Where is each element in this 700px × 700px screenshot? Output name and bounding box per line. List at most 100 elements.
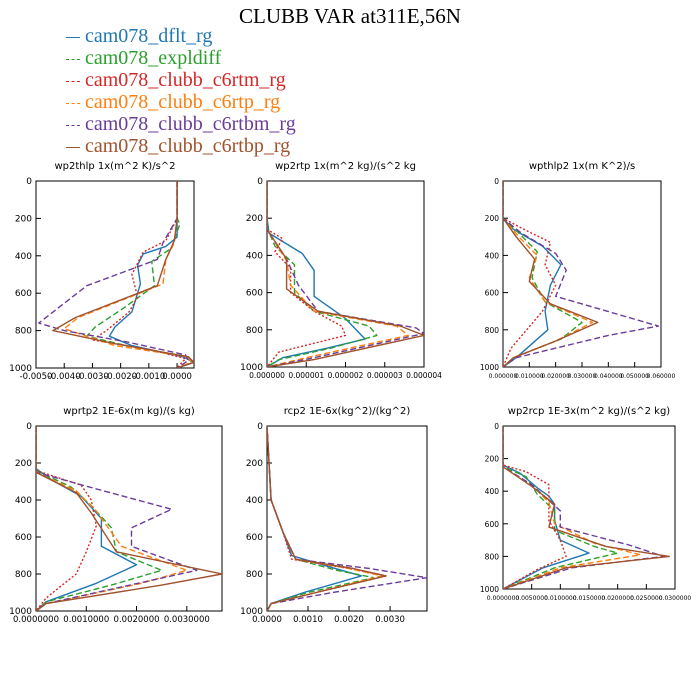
x-tick-label: 0.000001 bbox=[288, 371, 324, 380]
x-tick-label: 0.050000 bbox=[620, 373, 649, 380]
series-line bbox=[267, 181, 366, 367]
x-tick-label: 0.0010 bbox=[293, 615, 323, 625]
series-group bbox=[267, 426, 427, 611]
y-tick-label: 600 bbox=[485, 520, 500, 529]
series-group bbox=[36, 426, 222, 611]
y-tick-label: 800 bbox=[246, 326, 263, 336]
series-line bbox=[36, 426, 198, 611]
x-tick-label: 0.0010000 bbox=[63, 615, 109, 625]
y-tick-label: 200 bbox=[485, 214, 500, 223]
series-line bbox=[267, 181, 424, 367]
series-line bbox=[267, 181, 347, 367]
series-group bbox=[503, 426, 670, 589]
series-line bbox=[267, 426, 387, 611]
plot-frame bbox=[35, 425, 223, 612]
x-tick-label: 0.0200000 bbox=[601, 595, 634, 602]
series-line bbox=[503, 181, 562, 367]
legend-label: cam078_clubb_c6rtbm_rg bbox=[85, 113, 296, 135]
legend-swatch bbox=[66, 36, 80, 38]
x-tick-label: 0.0030 bbox=[375, 615, 405, 625]
x-tick-label: 0.0000000 bbox=[487, 595, 520, 602]
x-tick-label: 0.0000 bbox=[252, 615, 282, 625]
x-tick-label: 0.010000 bbox=[515, 373, 544, 380]
y-tick-label: 400 bbox=[246, 251, 263, 261]
x-tick-label: 0.030000 bbox=[568, 373, 597, 380]
x-tick-label: 0.000004 bbox=[406, 371, 442, 380]
x-tick-label: -0.0010 bbox=[132, 372, 165, 382]
legend-item: cam078_clubb_c6rtp_rg bbox=[66, 91, 296, 113]
figure-title: CLUBB VAR at311E,56N bbox=[239, 4, 461, 28]
series-line bbox=[267, 181, 378, 367]
y-tick-label: 800 bbox=[485, 326, 500, 335]
series-line bbox=[503, 426, 670, 589]
y-tick-label: 400 bbox=[15, 496, 32, 506]
x-tick-label: 0.0050000 bbox=[515, 595, 548, 602]
legend-label: cam078_dflt_rg bbox=[85, 25, 213, 47]
plot-frame bbox=[502, 425, 676, 590]
y-tick-label: 0 bbox=[494, 422, 499, 431]
y-tick-label: 1000 bbox=[240, 363, 263, 373]
chart-panel: wp2rtp 1x(m^2 kg)/(s^2 kg 0 200 400 600 800 10… bbox=[240, 161, 442, 380]
series-line bbox=[36, 426, 163, 611]
legend-swatch bbox=[66, 124, 80, 126]
x-tick-label: -0.0020 bbox=[104, 372, 137, 382]
legend-swatch bbox=[66, 102, 80, 104]
plot-frame bbox=[266, 180, 425, 368]
y-tick-label: 600 bbox=[246, 289, 263, 299]
y-tick-label: 400 bbox=[485, 487, 500, 496]
y-tick-label: 400 bbox=[246, 496, 263, 506]
legend-item: cam078_clubb_c6rtbm_rg bbox=[66, 113, 296, 135]
legend-swatch bbox=[66, 146, 80, 148]
plot-frame bbox=[502, 180, 662, 368]
y-tick-label: 800 bbox=[246, 570, 263, 580]
x-tick-label: -0.0050 bbox=[20, 372, 53, 382]
series-line bbox=[36, 426, 222, 611]
legend-swatch bbox=[66, 80, 80, 82]
series-line bbox=[108, 181, 194, 368]
x-tick-label: 0.0030000 bbox=[164, 615, 210, 625]
x-tick-label: 0.000000 bbox=[249, 371, 285, 380]
x-tick-label: 0.060000 bbox=[647, 373, 676, 380]
series-line bbox=[503, 426, 567, 589]
legend-label: cam078_clubb_c6rtbp_rg bbox=[85, 135, 291, 157]
x-tick-label: 0.000002 bbox=[328, 371, 364, 380]
legend-item: cam078_dflt_rg bbox=[66, 25, 296, 47]
legend-item: cam078_expldiff bbox=[66, 47, 296, 69]
y-tick-label: 600 bbox=[485, 289, 500, 298]
legend-item: cam078_clubb_c6rtm_rg bbox=[66, 69, 296, 91]
x-tick-label: 0.0020 bbox=[334, 615, 364, 625]
chart-panel: wp2thlp 1x(m^2 K)/s^202004006008001000-0… bbox=[9, 161, 195, 382]
y-tick-label: 200 bbox=[246, 459, 263, 469]
chart-panel: wp2rcp 1E-3x(m^2 kg)/(s^2 kg) 0 200 400 600 8… bbox=[480, 406, 691, 602]
y-tick-label: 0 bbox=[257, 177, 263, 187]
y-tick-label: 200 bbox=[15, 214, 32, 224]
x-tick-label: -0.0040 bbox=[48, 372, 81, 382]
series-line bbox=[36, 426, 188, 611]
y-tick-label: 800 bbox=[15, 327, 32, 337]
series-line bbox=[503, 426, 619, 589]
series-line bbox=[503, 181, 660, 367]
plot-frame bbox=[266, 425, 428, 612]
y-tick-label: 200 bbox=[15, 459, 32, 469]
legend-label: cam078_clubb_c6rtm_rg bbox=[85, 69, 286, 91]
panel-title: wp2thlp 1x(m^2 K)/s^2 bbox=[54, 161, 175, 172]
y-tick-label: 1000 bbox=[480, 585, 499, 594]
series-line bbox=[503, 181, 599, 367]
chart-panel: rcp2 1E-6x(kg^2)/(kg^2) 0 200 400 600 800 1000… bbox=[240, 406, 428, 625]
x-tick-label: 0.0250000 bbox=[630, 595, 663, 602]
y-tick-label: 400 bbox=[485, 251, 500, 260]
series-line bbox=[267, 426, 383, 611]
y-tick-label: 200 bbox=[246, 214, 263, 224]
x-tick-label: 0.0020000 bbox=[114, 615, 160, 625]
series-line bbox=[91, 181, 187, 368]
panel-title: wp2rtp 1x(m^2 kg)/(s^2 kg bbox=[275, 161, 416, 172]
x-tick-label: 0.000000 bbox=[489, 373, 518, 380]
series-line bbox=[63, 181, 192, 368]
series-group bbox=[267, 181, 424, 367]
x-tick-label: 0.020000 bbox=[541, 373, 570, 380]
x-tick-label: -0.0030 bbox=[76, 372, 109, 382]
y-tick-label: 0 bbox=[494, 177, 499, 186]
panel-title: wp2rcp 1E-3x(m^2 kg)/(s^2 kg) bbox=[508, 406, 671, 417]
x-tick-label: 0.0000000 bbox=[13, 615, 59, 625]
